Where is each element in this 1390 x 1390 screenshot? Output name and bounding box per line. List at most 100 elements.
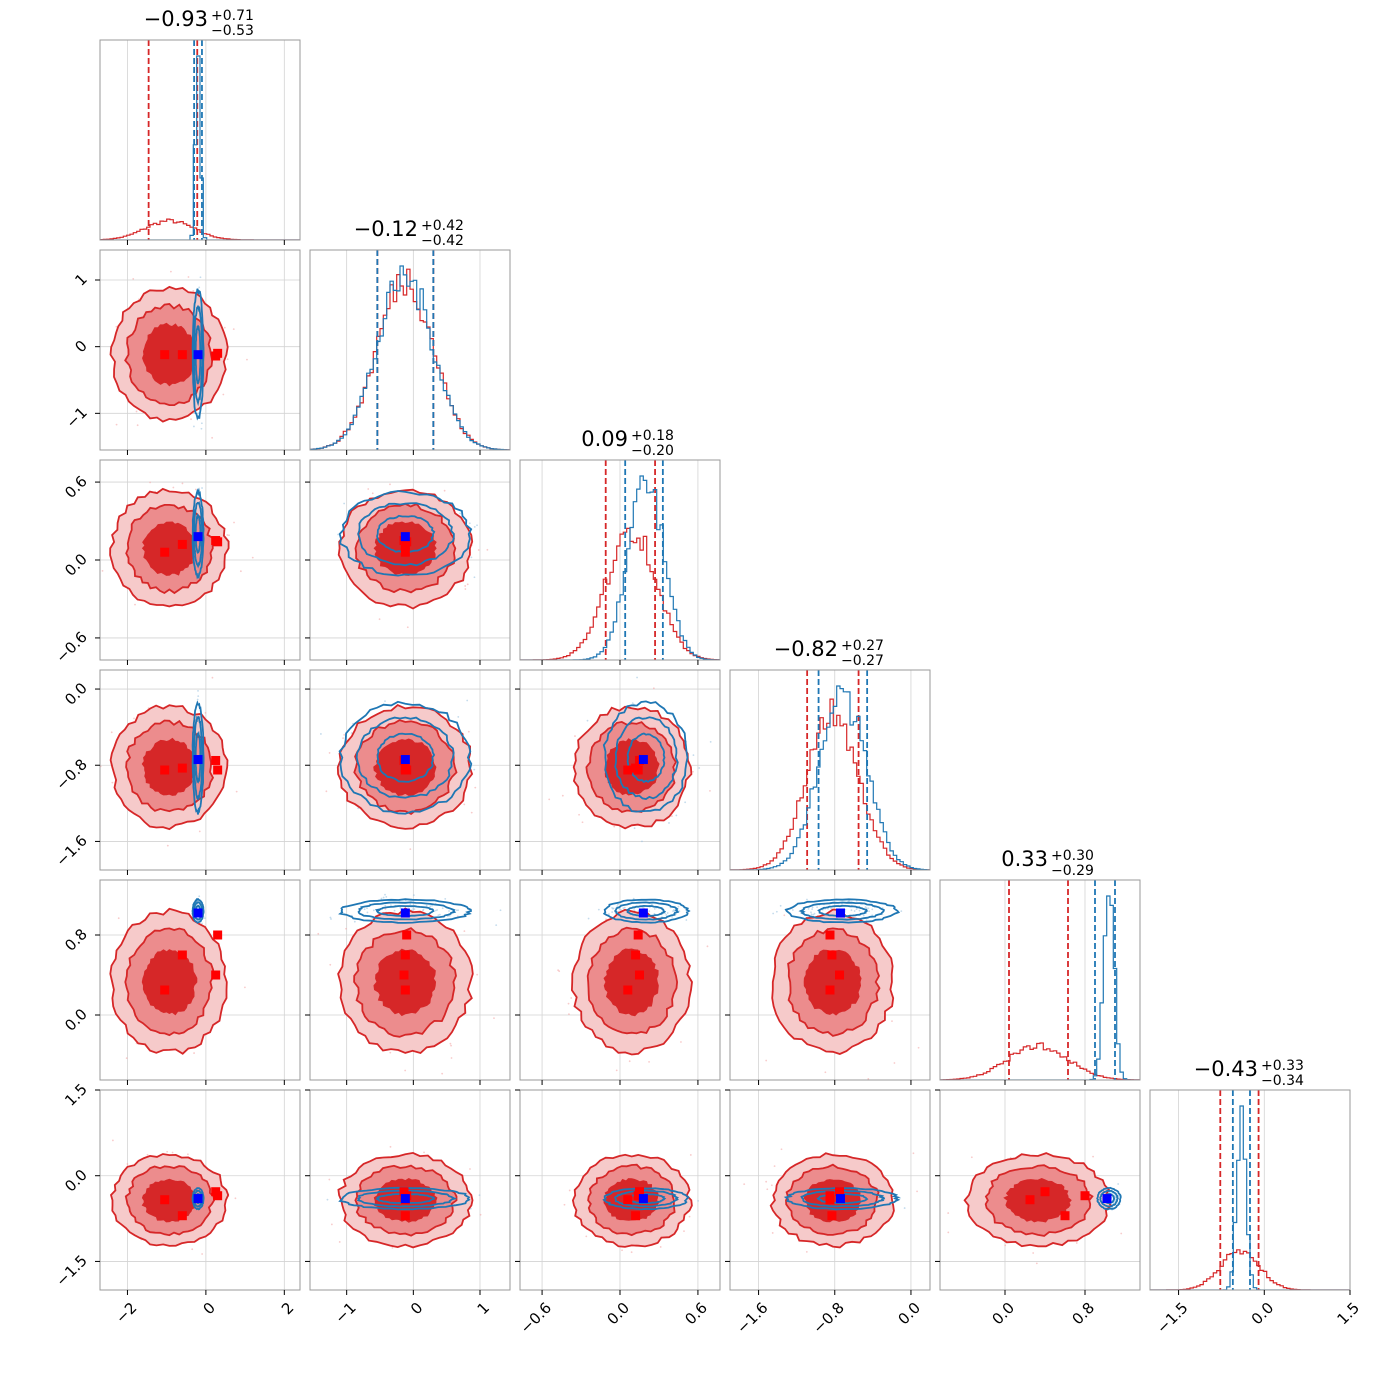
red-marker	[1040, 1187, 1050, 1197]
sample-point	[862, 914, 865, 917]
sample-point	[385, 895, 388, 898]
sample-point	[633, 827, 636, 830]
red-marker	[631, 1211, 641, 1221]
y-tick-label: −1.5	[52, 1252, 90, 1290]
sample-point	[193, 425, 195, 428]
sample-point	[233, 521, 235, 524]
blue-histogram	[940, 895, 1140, 1080]
panel-3-4	[725, 879, 931, 1085]
red-marker	[1025, 1195, 1035, 1205]
sample-point	[187, 1153, 189, 1156]
sample-point	[633, 907, 635, 910]
sample-point	[198, 830, 201, 833]
red-histogram	[730, 698, 930, 870]
sample-point	[413, 908, 416, 910]
blue-marker	[193, 908, 203, 918]
sample-point	[779, 904, 782, 907]
sample-point	[680, 1041, 682, 1043]
panel-content	[765, 898, 920, 1080]
hist-title-plus: +0.42	[421, 218, 464, 234]
sample-point	[1092, 1155, 1094, 1158]
sample-point	[226, 534, 229, 536]
panel-1-4	[305, 879, 511, 1085]
blue-contour	[1099, 1189, 1119, 1208]
red-marker	[402, 765, 412, 775]
sample-point	[678, 910, 681, 913]
blue-contour	[783, 1187, 901, 1211]
sample-point	[773, 1165, 776, 1168]
sample-point	[474, 786, 477, 789]
blue-contour	[602, 898, 691, 924]
blue-marker	[400, 908, 410, 918]
sample-point	[239, 570, 242, 573]
sample-point	[709, 740, 712, 743]
sample-point	[196, 698, 199, 701]
sample-point	[389, 904, 392, 907]
sample-point	[393, 909, 396, 912]
hist-panel-0: −0.93 +0.71−0.53	[99, 7, 301, 245]
sample-point	[372, 909, 375, 912]
hist-title-plus: +0.27	[841, 638, 884, 654]
sample-point	[805, 1250, 808, 1253]
hist-title-value: −0.82	[774, 637, 838, 661]
sample-point	[197, 695, 200, 698]
sample-point	[343, 733, 346, 736]
blue-contour	[356, 1189, 458, 1208]
sample-point	[1035, 1262, 1038, 1265]
red-marker	[633, 765, 643, 775]
y-tick-label: 0.0	[61, 679, 91, 709]
sample-point	[806, 898, 808, 901]
blue-contour	[784, 898, 901, 924]
sample-point	[468, 522, 471, 525]
panel-3-5: −1.6 −0.8 0.0	[725, 1089, 931, 1337]
blue-contour	[357, 502, 455, 567]
sample-point	[698, 767, 701, 769]
panel-content	[563, 1153, 700, 1254]
panel-1-2	[305, 459, 511, 665]
sample-point	[816, 906, 819, 909]
red-marker	[160, 985, 170, 995]
sample-point	[630, 1251, 633, 1254]
sample-point	[198, 286, 201, 289]
hist-title-minus: −0.42	[421, 233, 464, 249]
sample-point	[665, 914, 668, 916]
sample-point	[812, 913, 815, 916]
red-marker	[160, 1195, 170, 1205]
sample-point	[476, 973, 479, 976]
red-marker	[211, 351, 221, 361]
sample-point	[478, 1194, 481, 1197]
sample-point	[389, 1051, 392, 1054]
blue-contour	[816, 1192, 869, 1205]
hist-title-plus: +0.30	[1051, 848, 1094, 864]
blue-marker	[1102, 1194, 1112, 1204]
sample-point	[473, 576, 476, 579]
blue-contour	[338, 490, 473, 577]
panel-content	[109, 895, 246, 1060]
sample-point	[688, 1215, 691, 1218]
hist-panel-3: −0.82 +0.27−0.27	[729, 637, 931, 875]
red-marker	[177, 350, 187, 360]
blue-contour	[602, 1187, 690, 1211]
sample-point	[125, 1057, 128, 1060]
sample-point	[683, 1230, 685, 1233]
sample-point	[464, 585, 467, 587]
sample-point	[431, 904, 433, 907]
panel-2-5: −0.6 0.0 0.6	[515, 1089, 721, 1337]
panel-frame	[99, 39, 301, 241]
panel-content	[548, 676, 712, 843]
panel-frame	[99, 879, 301, 1081]
blue-marker	[193, 1194, 203, 1204]
sample-point	[578, 813, 580, 816]
sample-point	[193, 1052, 195, 1054]
sample-point	[477, 549, 480, 551]
panel-content	[310, 250, 510, 450]
sample-point	[110, 731, 113, 734]
sample-point	[190, 418, 192, 421]
panel-frame	[729, 879, 931, 1081]
x-tick-label: 1	[474, 1299, 493, 1318]
blue-contour	[613, 1189, 680, 1208]
sample-point	[868, 910, 871, 913]
panel-0-2: −0.6 0.0 0.6	[52, 459, 301, 667]
panel-frame	[99, 249, 301, 451]
sample-point	[473, 768, 476, 771]
